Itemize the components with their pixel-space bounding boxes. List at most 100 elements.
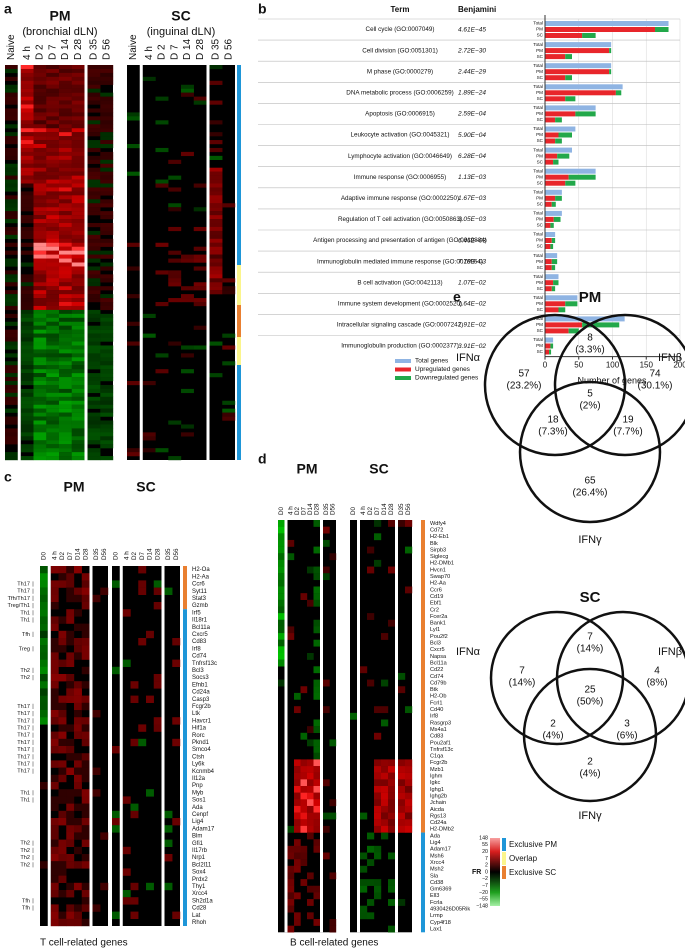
heatmap-cell <box>87 373 101 378</box>
heatmap-cell <box>388 852 396 860</box>
heatmap-cell <box>20 428 34 433</box>
heatmap-cell <box>71 187 85 192</box>
heatmap-cell <box>71 96 85 101</box>
heatmap-cell <box>46 298 60 303</box>
heatmap-cell <box>59 132 72 137</box>
heatmap-cell <box>100 274 114 279</box>
heatmap-cell <box>307 772 314 780</box>
heatmap-cell <box>100 132 114 137</box>
heatmap-cell <box>71 294 85 299</box>
heatmap-cell <box>33 357 47 362</box>
heatmap-cell <box>46 353 60 358</box>
heatmap-cell <box>405 779 413 787</box>
heatmap-cell <box>405 520 413 527</box>
heatmap-cell <box>40 710 48 718</box>
heatmap-cell <box>381 772 389 780</box>
heatmap-cell <box>5 183 18 188</box>
heatmap-cell <box>5 345 18 350</box>
heatmap-cell <box>81 594 90 603</box>
heatmap-cell <box>287 539 295 547</box>
bar <box>582 322 620 328</box>
heatmap-cell <box>193 345 207 350</box>
heatmap-cell <box>59 302 72 307</box>
benjamini: 1.07E−02 <box>458 279 486 286</box>
row-label: SC <box>537 75 544 80</box>
heatmap-cell <box>59 381 72 386</box>
bar <box>545 153 558 159</box>
heatmap-cell <box>46 207 60 212</box>
heatmap-cell <box>307 726 314 733</box>
row-label: SC <box>537 138 544 143</box>
heatmap-cell <box>71 388 85 394</box>
heatmap-cell <box>87 420 101 425</box>
heatmap-cell <box>33 302 47 307</box>
heatmap-cell <box>71 207 85 212</box>
heatmap-cell <box>20 369 34 374</box>
heatmap-cell <box>130 803 139 811</box>
panel-a: a PM (bronchial dLN) SC (inguinal dLN) N… <box>4 1 241 461</box>
heatmap-cell <box>40 594 48 603</box>
heatmap-cell <box>127 242 140 247</box>
heatmap-cell <box>59 183 72 188</box>
gene-label: Cd28 <box>192 906 207 912</box>
heatmap-cell <box>46 309 60 315</box>
heatmap-cell <box>153 717 162 725</box>
heatmap-cell <box>33 294 47 299</box>
gene-label: Gfi1 <box>192 841 204 847</box>
heatmap-cell <box>20 432 34 437</box>
subset-label: Th1 <box>20 610 30 616</box>
heatmap-cell <box>20 120 34 125</box>
x-tick-label: 200 <box>673 361 685 370</box>
heatmap-cell <box>20 317 34 322</box>
heatmap-cell <box>71 448 85 453</box>
heatmap-cell <box>209 226 223 232</box>
row-label: SC <box>537 244 544 249</box>
bar <box>545 322 583 328</box>
heatmap-cell <box>46 325 60 330</box>
heatmap-cell <box>100 155 114 160</box>
heatmap-cell <box>20 136 34 141</box>
heatmap-cell <box>20 72 34 78</box>
heatmap-cell <box>405 812 413 820</box>
heatmap-cell <box>100 175 114 180</box>
heatmap-cell <box>209 191 223 196</box>
heatmap-cell <box>66 825 75 833</box>
gene-label: Gzmb <box>192 603 209 609</box>
heatmap-cell <box>209 187 223 192</box>
heatmap-cell <box>74 832 82 840</box>
heatmap-cell <box>33 187 47 192</box>
heatmap-cell <box>40 681 48 689</box>
bar <box>545 238 552 243</box>
heatmap-cell <box>40 645 48 653</box>
heatmap-cell <box>81 645 90 653</box>
heatmap-cell <box>87 282 101 287</box>
heatmap-cell <box>59 377 72 382</box>
heatmap-cell <box>59 286 72 291</box>
heatmap-cell <box>374 759 382 767</box>
gene-label: H2-DMb2 <box>430 827 454 833</box>
gene-label: Casp3 <box>192 697 210 703</box>
heatmap-cell <box>127 321 140 326</box>
column-label: D56 <box>329 503 336 515</box>
heatmap-cell <box>58 702 67 711</box>
heatmap-cell <box>294 825 301 833</box>
heatmap-cell <box>5 282 18 287</box>
heatmap-cell <box>155 353 169 358</box>
heatmap-cell <box>100 242 114 247</box>
heatmap-cell <box>87 416 101 421</box>
heatmap-cell <box>307 653 314 660</box>
heatmap-cell <box>66 753 75 761</box>
heatmap-cell <box>168 282 182 287</box>
heatmap-cell <box>59 167 72 172</box>
heatmap-cell <box>20 286 34 291</box>
heatmap-cell <box>209 286 223 291</box>
heatmap-cell <box>100 286 114 291</box>
heatmap-cell <box>294 892 301 900</box>
heatmap-cell <box>59 230 72 236</box>
bar <box>545 253 558 259</box>
heatmap-cell <box>374 819 382 827</box>
heatmap-cell <box>100 140 114 145</box>
panel-letter: b <box>258 1 267 17</box>
heatmap-cell <box>164 839 173 847</box>
heatmap-cell <box>59 361 72 366</box>
